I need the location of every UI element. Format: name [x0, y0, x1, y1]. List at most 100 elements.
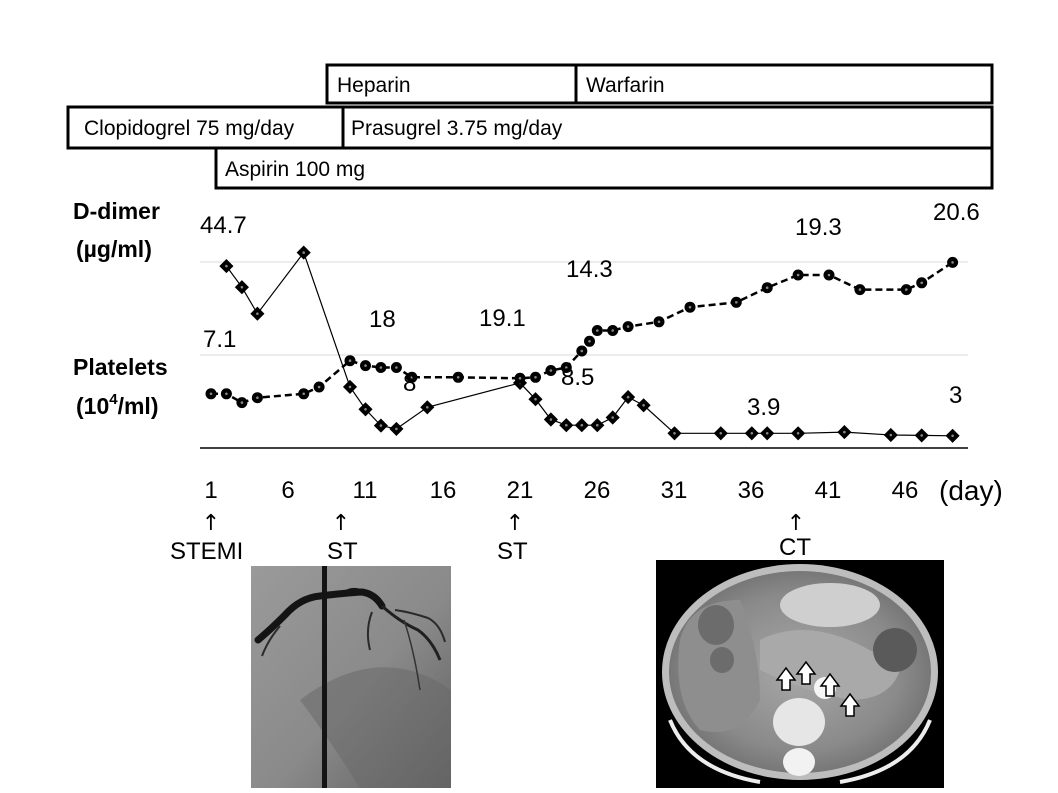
value-label-ddimer-day21: 19.1: [479, 305, 526, 332]
platelets-point-center: [858, 288, 862, 291]
platelets-point-center: [364, 364, 367, 367]
d-dimer-point-center: [951, 434, 954, 438]
event-label-stemi: STEMI: [170, 538, 243, 565]
platelets-unit-open: (10: [76, 393, 109, 419]
platelets-point-center: [580, 349, 584, 353]
d-dimer-point-center: [673, 432, 676, 435]
platelets-point-center: [565, 366, 568, 369]
platelets-point-center: [456, 376, 460, 379]
platelets-point-center: [905, 288, 908, 291]
x-tick-label: 1: [204, 477, 217, 504]
warfarin-label: Warfarin: [586, 74, 665, 97]
platelets-point-center: [395, 366, 398, 369]
x-tick-labels: 1 6 11 16 21 26 31 36 41 46 (day): [204, 475, 1002, 506]
value-label-ddimer-day13: 8: [403, 370, 416, 397]
platelets-point-center: [240, 401, 244, 404]
platelets-point-center: [256, 396, 259, 400]
up-arrow-icon: ↑: [787, 511, 805, 536]
platelets-point-center: [626, 325, 630, 328]
platelets-unit-sup: 4: [109, 391, 118, 408]
value-label-platelets-day26: 14.3: [566, 256, 613, 283]
value-label-ddimer-day38: 3.9: [747, 394, 780, 421]
x-tick-label: 31: [661, 477, 688, 504]
d-dimer-point-center: [843, 430, 846, 434]
d-dimer-point-center: [426, 406, 429, 409]
angiogram-image: [251, 566, 451, 788]
heparin-label: Heparin: [337, 74, 411, 97]
d-dimer-point-center: [302, 251, 306, 254]
platelets-point-center: [348, 359, 352, 363]
event-label-st-2: ST: [497, 538, 528, 565]
platelets-point-center: [209, 392, 213, 396]
platelets-point-center: [410, 376, 414, 379]
x-tick-label: 26: [584, 477, 611, 504]
platelets-unit-close: /ml): [118, 393, 159, 419]
platelets-point-center: [518, 377, 522, 380]
platelets-point-center: [534, 376, 537, 379]
value-label-platelets-day11: 18: [369, 306, 396, 333]
platelets-axis-unit: (104/ml): [76, 391, 158, 419]
x-tick-label: 6: [281, 477, 294, 504]
x-axis-unit-label: (day): [939, 475, 1003, 506]
value-label-platelets-day25: 8.5: [561, 364, 594, 391]
d-dimer-point-center: [225, 264, 228, 268]
d-dimer-point-center: [534, 397, 537, 401]
value-label-platelets-start: 7.1: [203, 326, 236, 353]
clopidogrel-bar: [66, 105, 345, 150]
ct-scan-image: [656, 560, 944, 788]
x-tick-label: 36: [738, 477, 765, 504]
x-tick-label: 46: [892, 477, 919, 504]
platelets-point-center: [951, 261, 954, 264]
event-label-st-1: ST: [327, 538, 358, 565]
ddimer-axis-unit: (µg/ml): [76, 236, 152, 262]
d-dimer-point-center: [889, 433, 893, 437]
value-label-platelets-end: 20.6: [933, 199, 980, 226]
d-dimer-point-center: [626, 395, 630, 399]
prasugrel-bar: [341, 105, 994, 150]
x-tick-label: 21: [507, 477, 534, 504]
event-label-ct: CT: [779, 534, 811, 561]
d-dimer-point-center: [348, 385, 352, 389]
platelets-point-center: [657, 320, 661, 324]
d-dimer-point-center: [379, 424, 383, 427]
marker-layer: [205, 245, 960, 443]
d-dimer-point-center: [596, 423, 599, 427]
up-arrow-icon: ↑: [332, 511, 350, 536]
platelets-point-center: [588, 340, 591, 343]
x-tick-label: 16: [430, 477, 457, 504]
d-dimer-point-center: [565, 423, 568, 427]
platelets-axis-label: Platelets: [73, 354, 168, 380]
d-dimer-point-center: [549, 418, 553, 421]
d-dimer-point-center: [920, 434, 923, 437]
d-dimer-point-center: [611, 416, 614, 419]
platelets-point-center: [596, 329, 599, 332]
up-arrow-icon: ↑: [202, 511, 220, 536]
value-label-ddimer-end: 3: [949, 382, 962, 409]
up-arrow-icon: ↑: [506, 511, 524, 536]
value-label-platelets-day39: 19.3: [795, 214, 842, 241]
d-dimer-point-center: [719, 432, 723, 435]
d-dimer-point-center: [364, 408, 367, 411]
aspirin-bar: [214, 146, 994, 190]
platelets-point-center: [765, 286, 769, 290]
d-dimer-point-center: [256, 312, 259, 316]
d-dimer-point-center: [395, 427, 398, 431]
d-dimer-point-center: [796, 432, 800, 435]
aspirin-label: Aspirin 100 mg: [225, 158, 365, 181]
platelets-point-center: [920, 281, 923, 285]
d-dimer-point-center: [765, 432, 769, 435]
platelets-point-center: [549, 369, 553, 372]
platelets-point-center: [827, 273, 831, 277]
prasugrel-label: Prasugrel 3.75 mg/day: [351, 117, 563, 140]
platelets-point-center: [688, 305, 692, 309]
x-tick-label: 41: [815, 477, 842, 504]
platelets-point-center: [611, 329, 614, 332]
d-dimer-point-center: [750, 432, 754, 435]
platelets-point-center: [735, 301, 738, 304]
medication-timeline: Heparin Warfarin Clopidogrel 75 mg/day P…: [66, 63, 994, 190]
clopidogrel-label: Clopidogrel 75 mg/day: [84, 117, 295, 140]
platelets-point-center: [302, 392, 306, 396]
d-dimer-point-center: [240, 285, 244, 289]
platelets-point-center: [796, 273, 800, 277]
